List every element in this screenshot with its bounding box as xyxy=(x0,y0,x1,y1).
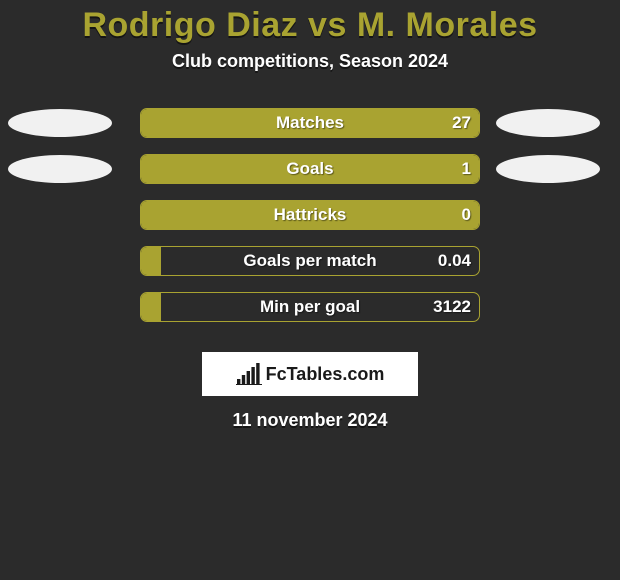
stat-bar: Goals per match0.04 xyxy=(140,246,480,276)
stat-bar: Goals1 xyxy=(140,154,480,184)
player-left-placeholder xyxy=(8,109,112,137)
stat-bar: Matches27 xyxy=(140,108,480,138)
source-logo-box: FcTables.com xyxy=(202,352,418,396)
stat-bar: Min per goal3122 xyxy=(140,292,480,322)
stat-row: Goals1 xyxy=(0,146,620,192)
player-right-placeholder xyxy=(496,109,600,137)
stat-bar-fill xyxy=(141,155,479,183)
stats-panel: Matches27 Goals1 Hattricks0 Goals per match… xyxy=(0,100,620,330)
stat-label: Goals per match xyxy=(141,247,479,275)
source-logo-text: FcTables.com xyxy=(266,364,385,385)
date-label: 11 november 2024 xyxy=(0,410,620,431)
stat-bar: Hattricks0 xyxy=(140,200,480,230)
stat-label: Min per goal xyxy=(141,293,479,321)
stat-bar-fill xyxy=(141,109,479,137)
stat-value: 3122 xyxy=(433,293,471,321)
page-subtitle: Club competitions, Season 2024 xyxy=(0,51,620,72)
stat-bar-fill xyxy=(141,201,479,229)
stat-row: Matches27 xyxy=(0,100,620,146)
stat-value: 0.04 xyxy=(438,247,471,275)
player-left-placeholder xyxy=(8,155,112,183)
stat-row: Hattricks0 xyxy=(0,192,620,238)
stat-row: Goals per match0.04 xyxy=(0,238,620,284)
page-title: Rodrigo Diaz vs M. Morales xyxy=(0,6,620,45)
player-right-placeholder xyxy=(496,155,600,183)
source-logo: FcTables.com xyxy=(236,363,385,385)
stat-bar-fill xyxy=(141,293,161,321)
bar-chart-icon xyxy=(236,363,262,385)
stat-row: Min per goal3122 xyxy=(0,284,620,330)
infographic-container: Rodrigo Diaz vs M. Morales Club competit… xyxy=(0,6,620,431)
stat-bar-fill xyxy=(141,247,161,275)
